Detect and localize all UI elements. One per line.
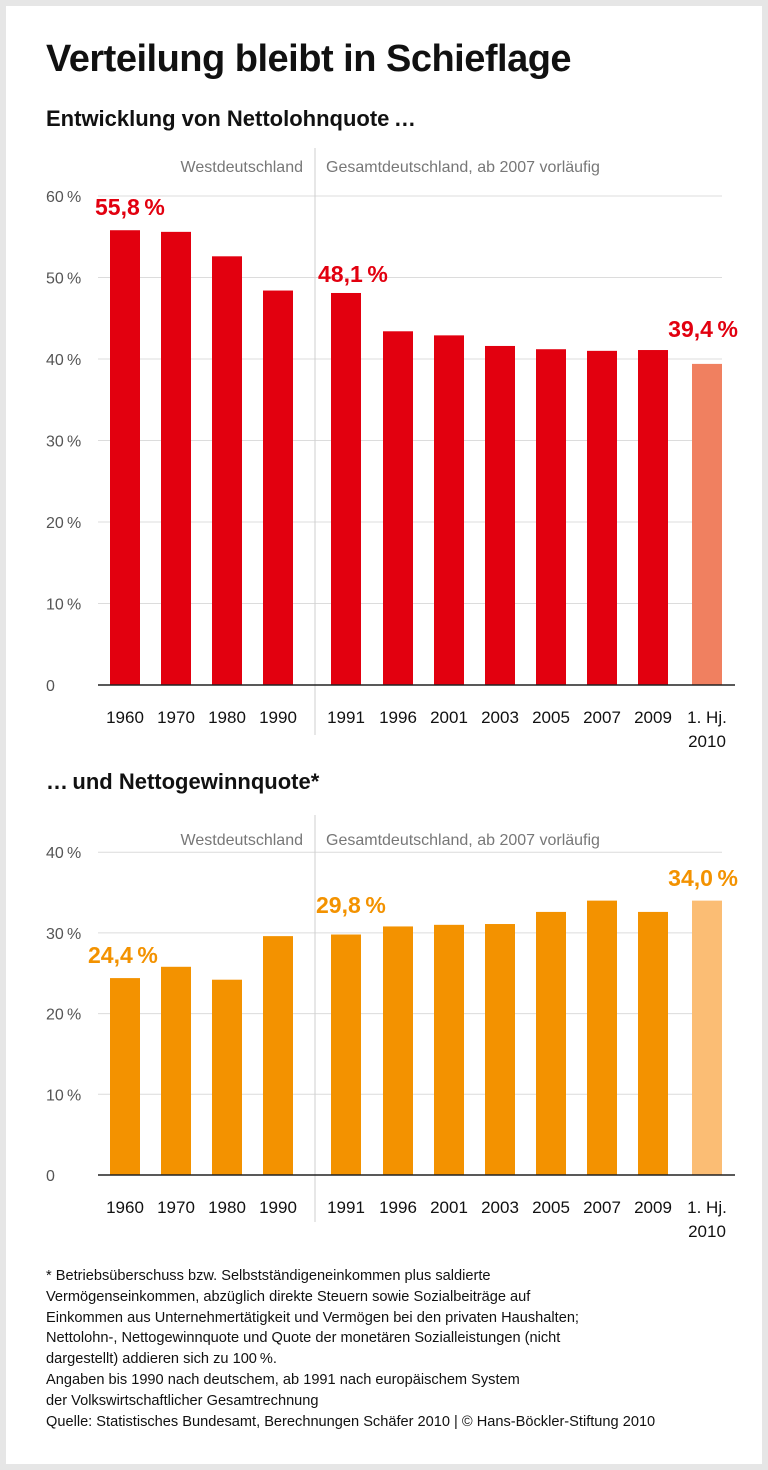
x-tick-label: 2010	[688, 732, 726, 751]
bar-1970	[161, 966, 191, 1175]
bar-2003	[485, 924, 515, 1175]
x-tick-label: 1970	[157, 708, 195, 727]
bar-1-Hj-2010	[692, 363, 722, 685]
bar-2001	[434, 335, 464, 685]
x-tick-label: 1960	[106, 1198, 144, 1217]
x-tick-label: 1. Hj.	[687, 1198, 727, 1217]
bar-1980	[212, 256, 242, 685]
y-tick-label: 50 %	[46, 271, 81, 288]
x-tick-label: 2001	[430, 1198, 468, 1217]
x-tick-label: 2003	[481, 708, 519, 727]
x-tick-label: 2007	[583, 1198, 621, 1217]
data-label: 24,4 %	[88, 942, 158, 968]
x-tick-label: 2001	[430, 708, 468, 727]
y-tick-label: 30 %	[46, 434, 81, 451]
bar-2005	[536, 349, 566, 685]
bar-2009	[638, 350, 668, 685]
y-tick-label: 0	[46, 678, 55, 695]
y-tick-label: 40 %	[46, 352, 81, 369]
bar-2007	[587, 350, 617, 685]
y-tick-label: 20 %	[46, 1007, 81, 1024]
x-tick-label: 2005	[532, 708, 570, 727]
bar-1990	[263, 290, 293, 685]
data-label: 39,4 %	[668, 316, 738, 342]
x-tick-label: 2010	[688, 1222, 726, 1241]
y-tick-label: 0	[46, 1168, 55, 1185]
y-tick-label: 10 %	[46, 597, 81, 614]
x-tick-label: 2009	[634, 1198, 672, 1217]
bar-1996	[383, 926, 413, 1175]
x-tick-label: 1. Hj.	[687, 708, 727, 727]
y-tick-label: 60 %	[46, 189, 81, 206]
x-tick-label: 1996	[379, 1198, 417, 1217]
chart-nettogewinnquote: 0 10 % 20 % 30 % 40 % Westdeutschland Gesamtde…	[46, 815, 738, 1241]
chart-2-title: … und Nettogewinnquote*	[46, 769, 320, 794]
x-tick-label: 2009	[634, 708, 672, 727]
footnote-line: Vermögenseinkommen, abzüglich direkte St…	[46, 1288, 531, 1305]
data-label: 29,8 %	[316, 892, 386, 918]
data-label: 34,0 %	[668, 865, 738, 891]
chart-nettolohnquote: 0 10 % 20 % 30 % 40 % 50 % 60 % Westdeutschland…	[46, 148, 738, 751]
x-tick-label: 2003	[481, 1198, 519, 1217]
region-label-west: Westdeutschland	[181, 832, 303, 849]
bar-1991	[331, 934, 361, 1175]
x-tick-label: 1991	[327, 1198, 365, 1217]
bar-2007	[587, 900, 617, 1175]
footnote-line: dargestellt) addieren sich zu 100 %.	[46, 1351, 277, 1368]
x-tick-label: 2007	[583, 708, 621, 727]
bar-2005	[536, 911, 566, 1175]
y-tick-label: 30 %	[46, 926, 81, 943]
bar-1960	[110, 230, 140, 685]
x-tick-label: 1991	[327, 708, 365, 727]
bar-2009	[638, 911, 668, 1175]
y-tick-label: 10 %	[46, 1087, 81, 1104]
y-tick-label: 20 %	[46, 515, 81, 532]
x-tick-label: 1980	[208, 1198, 246, 1217]
bar-2001	[434, 924, 464, 1175]
footnote: * Betriebsüberschuss bzw. Selbstständige…	[46, 1266, 746, 1432]
x-tick-label: 1990	[259, 708, 297, 727]
chart-1-title: Entwicklung von Nettolohnquote …	[46, 106, 416, 131]
x-tick-label: 1980	[208, 708, 246, 727]
region-label-gesamt: Gesamtdeutschland, ab 2007 vorläufig	[326, 832, 600, 849]
y-tick-label: 40 %	[46, 845, 81, 862]
bar-2003	[485, 345, 515, 685]
bar-1-Hj-2010	[692, 900, 722, 1175]
bar-1980	[212, 979, 242, 1175]
x-tick-label: 2005	[532, 1198, 570, 1217]
page-title: Verteilung bleibt in Schieflage	[46, 38, 572, 80]
footnote-line: Angaben bis 1990 nach deutschem, ab 1991…	[46, 1371, 520, 1388]
footnote-line: * Betriebsüberschuss bzw. Selbstständige…	[46, 1268, 491, 1284]
footnote-line: Nettolohn-, Nettogewinnquote und Quote d…	[46, 1330, 561, 1347]
bar-1991	[331, 292, 361, 685]
region-label-gesamt: Gesamtdeutschland, ab 2007 vorläufig	[326, 159, 600, 176]
x-tick-label: 1990	[259, 1198, 297, 1217]
footnote-line: Einkommen aus Unternehmertätigkeit und V…	[46, 1309, 579, 1326]
data-label: 48,1 %	[318, 261, 388, 287]
x-tick-label: 1970	[157, 1198, 195, 1217]
x-tick-label: 1960	[106, 708, 144, 727]
data-label: 55,8 %	[95, 194, 165, 220]
x-tick-label: 1996	[379, 708, 417, 727]
bar-1990	[263, 936, 293, 1175]
region-label-west: Westdeutschland	[181, 159, 303, 176]
source-line: Quelle: Statistisches Bundesamt, Berechn…	[46, 1413, 656, 1430]
bar-1960	[110, 978, 140, 1175]
bar-1970	[161, 231, 191, 686]
footnote-line: der Volkswirtschaftlicher Gesamtrechnung	[46, 1392, 319, 1409]
bar-1996	[383, 331, 413, 685]
